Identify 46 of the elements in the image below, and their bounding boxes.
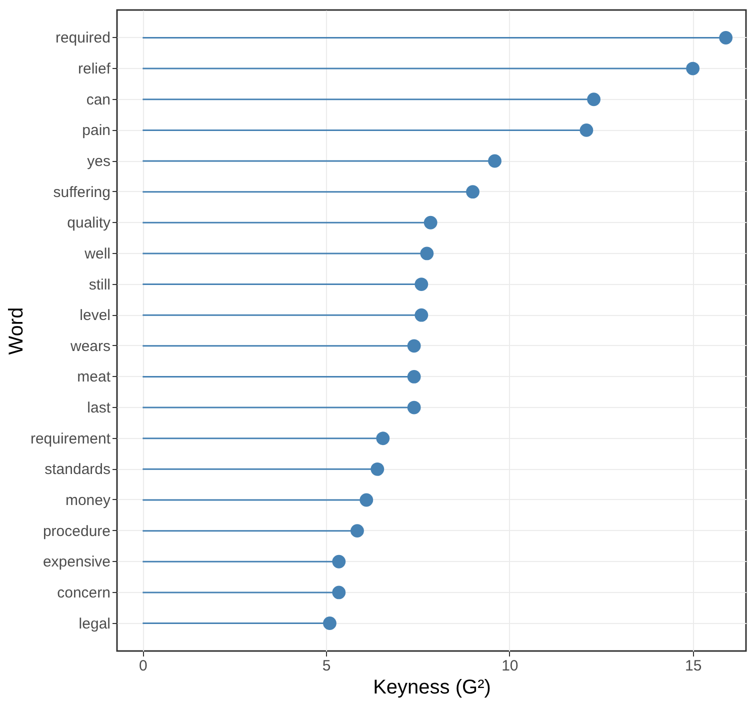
y-tick-label: quality [67,214,111,232]
y-tick-label: pain [82,122,110,140]
point [376,432,390,446]
point [719,31,733,44]
x-tick-label: 10 [502,658,518,674]
y-tick-label: required [55,30,110,47]
point [407,400,421,414]
y-tick-label: requirement [30,430,112,448]
y-tick-label: procedure [42,522,110,540]
point [407,339,421,353]
y-tick-label: still [88,276,110,294]
point [424,216,438,230]
x-tick-label: 0 [139,658,148,674]
y-tick-label: level [80,307,110,324]
y-tick-label: yes [87,153,110,170]
y-tick-label: relief [78,60,112,78]
point [580,123,594,137]
y-tick-label: standards [44,461,110,478]
point [466,185,480,199]
x-tick-label: 15 [684,658,702,674]
point [360,493,374,507]
point [420,246,434,260]
y-axis-title: Word [5,307,28,355]
y-tick-label: last [87,400,112,417]
point [332,554,346,568]
point [407,370,421,384]
point [323,616,336,630]
y-tick-label: money [65,492,111,509]
point [414,308,428,322]
point [370,462,384,476]
y-tick-label: suffering [53,184,110,201]
point [587,92,600,106]
y-tick-label: expensive [42,554,110,571]
y-tick-label: meat [77,368,112,386]
y-tick-label: concern [57,584,110,602]
point [350,524,364,538]
point [414,278,428,291]
point [686,62,700,76]
x-axis-title: Keyness (G²) [373,676,491,698]
x-tick-label: 5 [322,658,331,674]
y-tick-label: wears [69,338,110,355]
y-tick-label: can [86,91,110,108]
point [488,154,502,168]
y-tick-label: legal [78,615,110,632]
point [332,586,346,600]
y-tick-label: well [84,245,110,262]
